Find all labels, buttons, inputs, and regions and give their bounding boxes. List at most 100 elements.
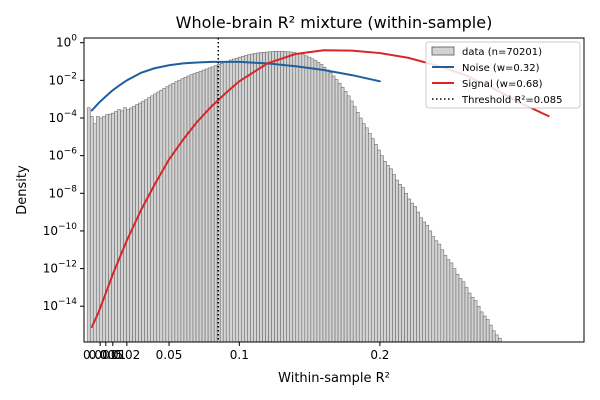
- histogram-bar: [488, 324, 493, 343]
- histogram-bar: [407, 198, 411, 343]
- histogram-bar: [416, 211, 420, 343]
- histogram-bar: [383, 161, 387, 343]
- histogram-bar: [265, 51, 269, 343]
- histogram-bar: [346, 95, 351, 343]
- y-tick-label: 10−4: [48, 109, 77, 125]
- x-tick-label: 0.05: [156, 348, 183, 362]
- histogram-bar: [479, 311, 484, 343]
- histogram-bar: [398, 184, 402, 343]
- x-tick-label: 0.02: [114, 348, 141, 362]
- histogram-bars: [86, 50, 502, 343]
- histogram-bar: [283, 51, 287, 343]
- histogram-bar: [443, 255, 448, 343]
- histogram-bar: [232, 58, 236, 343]
- y-tick-label: 100: [56, 34, 77, 50]
- histogram-bar: [410, 202, 414, 343]
- y-axis-label: Density: [15, 165, 30, 215]
- histogram-bar: [156, 91, 161, 343]
- histogram-bar: [162, 88, 167, 343]
- histogram-bar: [147, 97, 151, 343]
- y-tick-label: 10−6: [48, 147, 77, 163]
- histogram-bar: [386, 165, 390, 343]
- plot-frame: [83, 37, 585, 343]
- histogram-bar: [389, 168, 393, 343]
- histogram-bar: [316, 62, 321, 343]
- histogram-bar: [380, 155, 384, 343]
- histogram-bar: [485, 319, 490, 343]
- histogram-bar: [374, 144, 378, 343]
- histogram-bar: [228, 59, 233, 343]
- histogram-bar: [295, 52, 300, 343]
- histogram-bar: [473, 300, 478, 343]
- histogram-bar: [105, 114, 109, 343]
- histogram-bar: [262, 51, 266, 343]
- histogram-bar: [171, 82, 176, 343]
- histogram-bar: [141, 100, 145, 343]
- legend-label-noise: Noise (w=0.32): [462, 63, 540, 74]
- histogram-bar: [334, 79, 339, 343]
- histogram-bar: [183, 77, 188, 343]
- histogram-bar: [129, 107, 133, 343]
- histogram-bar: [235, 57, 239, 343]
- histogram-bar: [455, 273, 460, 343]
- histogram-bar: [361, 123, 366, 343]
- histogram-bar: [494, 334, 499, 343]
- x-tick-label: 0.001: [83, 348, 117, 362]
- histogram-bar: [92, 123, 97, 343]
- noise-curve: [90, 60, 381, 112]
- histogram-bar: [304, 55, 309, 343]
- histogram-bar: [428, 230, 433, 343]
- histogram-bar: [352, 106, 357, 343]
- histogram-bar: [135, 104, 139, 343]
- histogram-bar: [313, 60, 318, 343]
- histogram-bar: [165, 86, 170, 343]
- histogram-bar: [192, 73, 197, 343]
- histogram-bar: [186, 75, 191, 343]
- histogram-bar: [458, 278, 463, 343]
- x-tick-label: 0.2: [370, 348, 389, 362]
- histogram-bar: [114, 111, 118, 343]
- histogram-bar: [96, 116, 100, 343]
- histogram-bar: [331, 75, 336, 343]
- histogram-bar: [377, 149, 381, 343]
- histogram-bar: [153, 93, 158, 343]
- histogram-bar: [247, 54, 251, 343]
- histogram-bar: [367, 133, 372, 343]
- histogram-bar: [274, 50, 278, 343]
- y-tick-label: 10−10: [43, 222, 78, 238]
- histogram-bar: [392, 174, 396, 343]
- histogram-bar: [144, 99, 148, 343]
- x-axis-label: Within-sample R²: [278, 371, 390, 386]
- histogram-bar: [238, 56, 242, 343]
- histogram-bar: [292, 52, 297, 343]
- histogram-bar: [286, 51, 291, 343]
- histogram-bar: [467, 292, 472, 343]
- histogram-bar: [277, 50, 281, 343]
- histogram-bar: [120, 110, 124, 343]
- histogram-bar: [452, 268, 457, 343]
- histogram-bar: [491, 330, 496, 343]
- histogram-bar: [174, 81, 179, 343]
- histogram-bar: [404, 192, 408, 343]
- histogram-bar: [328, 72, 333, 343]
- histogram-bar: [271, 51, 275, 343]
- histogram-bar: [159, 89, 164, 343]
- histogram-bar: [225, 60, 230, 343]
- legend-box: [425, 41, 581, 109]
- histogram-bar: [280, 50, 284, 343]
- y-tick-label: 10−8: [48, 184, 77, 200]
- histogram-bar: [102, 116, 106, 343]
- histogram-bar: [123, 107, 127, 343]
- chart-title: Whole-brain R² mixture (within-sample): [176, 13, 493, 32]
- histogram-bar: [358, 117, 363, 343]
- histogram-bar: [325, 69, 330, 343]
- legend: data (n=70201) Noise (w=0.32) Signal (w=…: [425, 41, 581, 109]
- histogram-bar: [268, 51, 272, 343]
- histogram-bar: [413, 206, 417, 343]
- histogram-bar: [108, 113, 112, 343]
- histogram-bar: [189, 74, 194, 343]
- histogram-bar: [395, 179, 399, 343]
- histogram-bar: [371, 138, 375, 343]
